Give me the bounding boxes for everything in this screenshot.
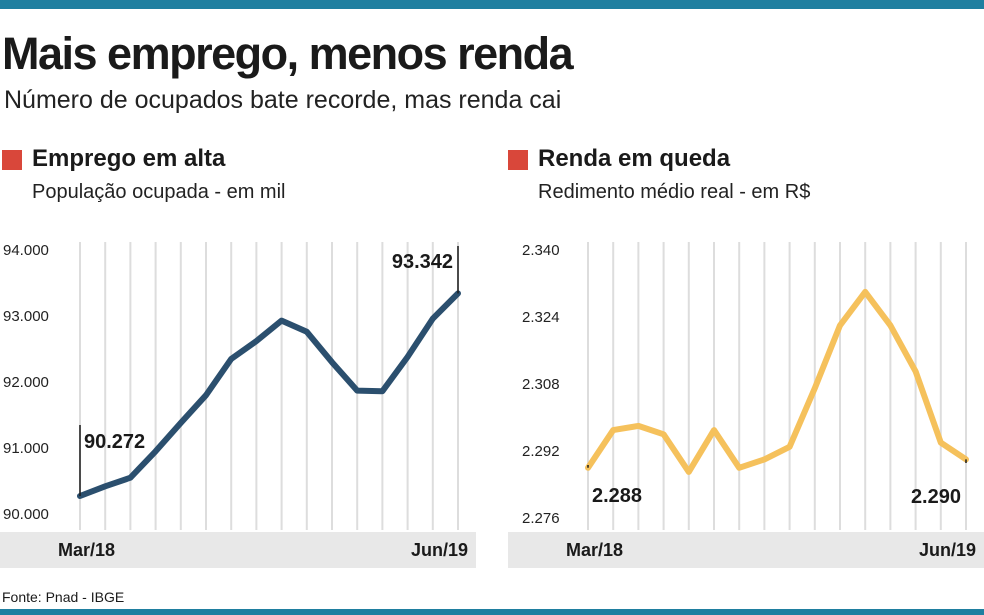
emprego-subtitle: População ocupada - em mil — [32, 181, 286, 203]
renda-data-point — [761, 456, 767, 462]
renda-y-tick-label: 2.308 — [522, 376, 560, 393]
renda-data-point — [862, 289, 868, 295]
emprego-series-line — [77, 290, 461, 499]
renda-x-label-end: Jun/19 — [919, 540, 976, 560]
bottom-accent-bar — [0, 609, 984, 615]
renda-y-tick-label: 2.276 — [522, 510, 560, 527]
renda-marker-square — [508, 150, 528, 170]
renda-title: Renda em queda — [538, 145, 731, 172]
renda-data-point — [787, 444, 793, 450]
emprego-data-point — [430, 316, 436, 322]
emprego-data-point — [379, 388, 385, 394]
renda-x-axis-band — [508, 532, 984, 568]
renda-data-point — [812, 385, 818, 391]
renda-y-tick-label: 2.292 — [522, 443, 560, 460]
renda-data-point — [913, 368, 919, 374]
renda-data-label: 2.290 — [911, 486, 961, 508]
renda-x-label-start: Mar/18 — [566, 540, 623, 560]
renda-data-point — [661, 431, 667, 437]
emprego-data-point — [279, 318, 285, 324]
emprego-data-point — [203, 392, 209, 398]
emprego-x-label-start: Mar/18 — [58, 540, 115, 560]
emprego-y-tick-label: 90.000 — [3, 506, 49, 523]
emprego-data-point — [178, 420, 184, 426]
emprego-line-chart: 90.000 91.000 92.000 93.000 94.000 Mar/18 Jun/… — [0, 242, 476, 568]
renda-data-point — [837, 322, 843, 328]
emprego-data-point — [354, 388, 360, 394]
renda-data-label: 2.288 — [592, 485, 642, 507]
emprego-data-point — [304, 329, 310, 335]
emprego-x-axis-band — [0, 532, 476, 568]
emprego-y-tick-label: 91.000 — [3, 440, 49, 457]
emprego-title: Emprego em alta — [32, 145, 226, 172]
page-subtitle: Número de ocupados bate recorde, mas ren… — [4, 86, 562, 114]
emprego-data-point — [127, 475, 133, 481]
emprego-y-tick-label: 94.000 — [3, 242, 49, 259]
emprego-marker-square — [2, 150, 22, 170]
emprego-y-tick-label: 93.000 — [3, 308, 49, 325]
emprego-data-point — [228, 356, 234, 362]
emprego-data-point — [102, 483, 108, 489]
renda-data-point — [711, 427, 717, 433]
emprego-data-label: 93.342 — [392, 251, 453, 273]
emprego-data-point — [329, 359, 335, 365]
renda-line-chart: 2.276 2.292 2.308 2.324 2.340 Mar/18 Jun/19 2.2… — [508, 242, 984, 568]
top-accent-bar — [0, 0, 984, 9]
source-note: Fonte: Pnad - IBGE — [2, 589, 125, 605]
emprego-data-point — [253, 338, 259, 344]
emprego-data-point — [455, 290, 461, 296]
renda-series-line — [585, 288, 969, 475]
emprego-data-point — [405, 354, 411, 360]
renda-subtitle: Redimento médio real - em R$ — [538, 181, 811, 203]
renda-data-point — [938, 440, 944, 446]
emprego-data-point — [153, 448, 159, 454]
emprego-data-label: 90.272 — [84, 431, 145, 453]
renda-data-point — [887, 322, 893, 328]
renda-data-point — [635, 423, 641, 429]
renda-y-tick-label: 2.324 — [522, 309, 560, 326]
renda-data-point — [736, 465, 742, 471]
renda-data-point — [610, 427, 616, 433]
renda-data-point — [686, 469, 692, 475]
emprego-x-label-end: Jun/19 — [411, 540, 468, 560]
emprego-y-tick-label: 92.000 — [3, 374, 49, 391]
page-title: Mais emprego, menos renda — [2, 28, 574, 79]
renda-y-tick-label: 2.340 — [522, 242, 560, 259]
